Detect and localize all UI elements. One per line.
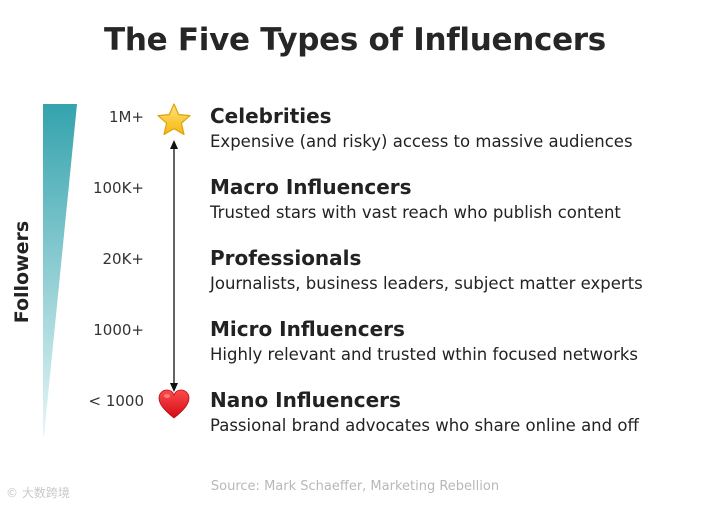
tier-name-celebrities: Celebrities — [210, 104, 332, 128]
tier-description-macro: Trusted stars with vast reach who publis… — [210, 203, 621, 222]
tier-description-nano: Passional brand advocates who share onli… — [210, 416, 639, 435]
tier-description-micro: Highly relevant and trusted wthin focuse… — [210, 345, 639, 364]
followers-gradient-wedge — [43, 104, 77, 436]
followers-axis-label: Followers — [11, 220, 33, 324]
tier-name-micro: Micro Influencers — [210, 317, 405, 341]
tier-name-macro: Macro Influencers — [210, 175, 412, 199]
tier-count-nano: < 1000 — [88, 392, 144, 410]
tier-name-nano: Nano Influencers — [210, 388, 401, 412]
watermark: © 大数跨境 — [6, 486, 70, 500]
tier-count-macro: 100K+ — [92, 179, 144, 197]
tier-description-professionals: Journalists, business leaders, subject m… — [210, 274, 643, 293]
range-arrow — [170, 140, 178, 392]
page-title: The Five Types of Influencers — [104, 22, 606, 58]
star-icon — [157, 103, 191, 136]
tier-description-celebrities: Expensive (and risky) access to massive … — [210, 132, 633, 151]
tier-count-professionals: 20K+ — [102, 250, 145, 268]
heart-icon — [158, 389, 190, 419]
tier-name-professionals: Professionals — [210, 246, 362, 270]
tier-count-celebrities: 1M+ — [108, 108, 144, 126]
source-credit: Source: Mark Schaeffer, Marketing Rebell… — [210, 479, 500, 494]
tier-count-micro: 1000+ — [93, 321, 144, 339]
